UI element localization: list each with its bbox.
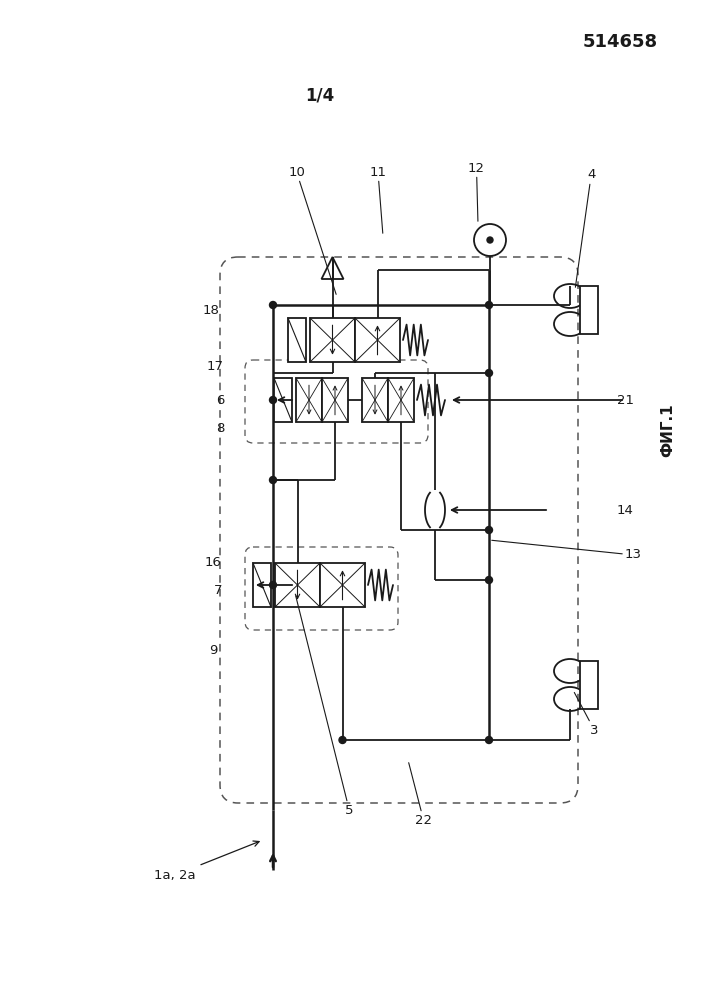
- Bar: [296, 378, 322, 422]
- Text: 12: 12: [468, 162, 485, 221]
- Circle shape: [486, 370, 493, 377]
- Text: 14: 14: [616, 503, 633, 516]
- Bar: [288, 318, 306, 362]
- Bar: [322, 378, 348, 422]
- Bar: [320, 563, 365, 607]
- Bar: [253, 563, 271, 607]
- Circle shape: [486, 302, 493, 309]
- Bar: [580, 286, 598, 334]
- Circle shape: [486, 526, 493, 533]
- Text: 8: 8: [216, 422, 225, 435]
- Text: 4: 4: [575, 169, 595, 288]
- Bar: [362, 378, 388, 422]
- Text: 1а, 2а: 1а, 2а: [154, 841, 259, 881]
- Circle shape: [487, 237, 493, 243]
- Text: 13: 13: [492, 540, 642, 561]
- Text: ФИГ.1: ФИГ.1: [661, 404, 676, 457]
- Text: 9: 9: [209, 643, 217, 656]
- Text: 6: 6: [216, 394, 225, 407]
- Text: 7: 7: [214, 583, 222, 596]
- Text: 5: 5: [296, 595, 354, 816]
- Text: 18: 18: [203, 304, 220, 317]
- Circle shape: [270, 581, 277, 588]
- Circle shape: [339, 736, 346, 743]
- Bar: [580, 661, 598, 709]
- Circle shape: [486, 576, 493, 583]
- Bar: [388, 378, 414, 422]
- Circle shape: [270, 477, 277, 484]
- Text: 21: 21: [616, 394, 633, 407]
- Text: 1/4: 1/4: [306, 86, 335, 104]
- Text: 17: 17: [206, 361, 224, 374]
- Text: 16: 16: [205, 556, 222, 569]
- Bar: [310, 318, 355, 362]
- Circle shape: [486, 736, 493, 743]
- Circle shape: [270, 302, 277, 309]
- Text: 11: 11: [369, 166, 386, 233]
- Bar: [275, 563, 320, 607]
- Text: 22: 22: [409, 762, 432, 826]
- Bar: [355, 318, 400, 362]
- Text: 3: 3: [574, 692, 599, 736]
- Circle shape: [270, 397, 277, 404]
- Text: 514658: 514658: [582, 33, 657, 51]
- Text: 10: 10: [288, 166, 336, 295]
- Bar: [274, 378, 292, 422]
